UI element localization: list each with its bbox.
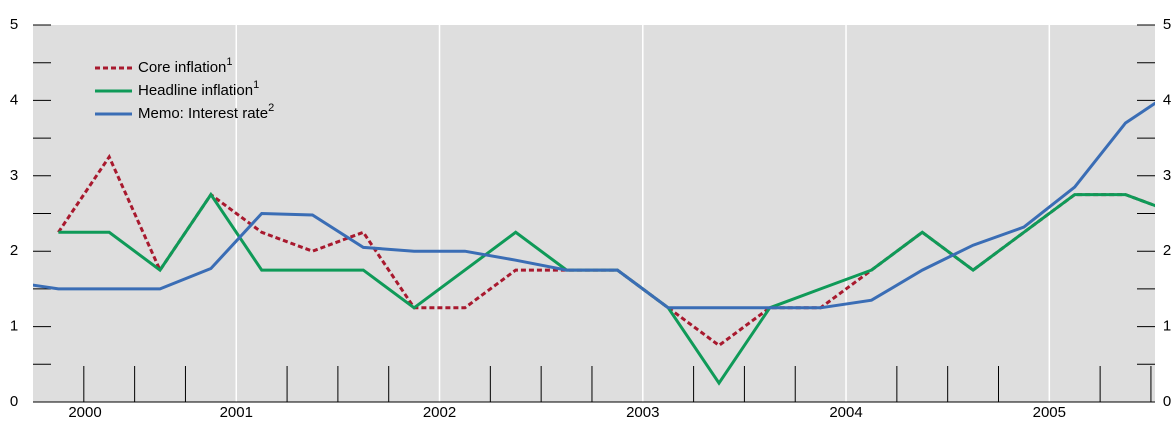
legend-label: Memo: Interest rate2 [138,102,274,122]
legend-name: Headline inflation [138,82,253,99]
y-tick-label: 5 [10,16,18,33]
y-tick-label: 3 [10,167,18,184]
line-series [33,101,1155,310]
legend-name: Memo: Interest rate [138,105,268,122]
legend-footnote: 1 [226,56,232,68]
x-tick-label: 2002 [423,404,456,421]
y2-tick-label: 1 [1163,318,1171,335]
x-tick-label: 2005 [1033,404,1066,421]
y-tick-label: 0 [10,393,18,410]
y2-tick-label: 2 [1163,242,1171,259]
y-tick-label: 2 [10,242,18,259]
x-tick-label: 2004 [829,404,862,421]
x-tick-label: 2003 [626,404,659,421]
y2-tick-label: 0 [1163,393,1171,410]
y2-tick-label: 5 [1163,16,1171,33]
y-tick-label: 4 [10,91,18,108]
legend-label: Core inflation1 [138,56,233,76]
legend-label: Headline inflation1 [138,79,259,99]
x-tick-label: 2000 [68,404,101,421]
y-tick-label: 1 [10,318,18,335]
x-tick-label: 2001 [220,404,253,421]
legend-footnote: 1 [253,79,259,91]
legend-name: Core inflation [138,59,226,76]
y2-tick-label: 3 [1163,167,1171,184]
plot-background [33,25,1155,402]
legend-footnote: 2 [268,102,274,114]
plot-lines [33,101,1155,386]
y2-tick-label: 4 [1163,91,1171,108]
